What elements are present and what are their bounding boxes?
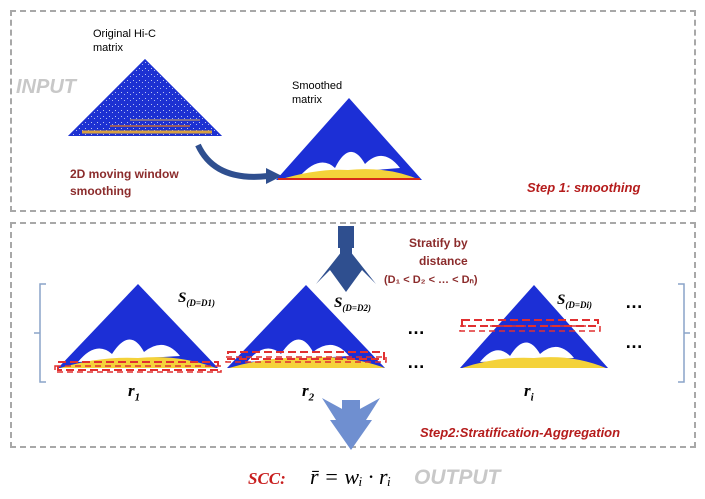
r1-label: r1 (128, 381, 141, 404)
left-bracket (39, 283, 46, 383)
ellipsis-middle: … (407, 318, 425, 338)
original-label-line1: Original Hi-C (93, 28, 156, 40)
step2-label: Step2:Stratification-Aggregation (420, 425, 621, 440)
stratify-arrow (316, 226, 376, 292)
step1-box (10, 10, 696, 212)
stratum-i-s-label: S(D=Di) (557, 292, 592, 310)
ellipsis-right-middle: … (625, 332, 643, 352)
smoothing-arrow (195, 143, 269, 180)
scc-formula: r̄ = wᵢ · rᵢ (310, 464, 392, 489)
r2-label: r2 (302, 381, 315, 404)
method-line2: smoothing (70, 184, 132, 198)
stratum-1-s-label: S(D=D1) (178, 290, 215, 308)
step1-label: Step 1: smoothing (527, 180, 641, 195)
smoothed-label-line1: Smoothed (292, 80, 343, 92)
stratify-line2: distance (419, 254, 468, 268)
stratum-i (459, 285, 608, 368)
original-hic-matrix (68, 59, 222, 136)
scc-label: SCC: (248, 469, 286, 488)
ellipsis-top-right: … (625, 292, 643, 312)
stratum-2 (225, 285, 387, 368)
stratify-line3: (D₁ < D₂ < … < Dₙ) (384, 274, 478, 286)
right-bracket (678, 283, 685, 383)
output-label: OUTPUT (414, 466, 501, 489)
aggregation-arrow (322, 398, 380, 450)
stratum-1 (54, 284, 222, 373)
method-line1: 2D moving window (70, 167, 179, 181)
ellipsis-bottom: … (407, 352, 425, 372)
input-label: INPUT (16, 76, 76, 98)
stratify-line1: Stratify by (409, 236, 468, 250)
ri-label: ri (524, 381, 534, 404)
original-label-line2: matrix (93, 42, 123, 54)
stratum-2-s-label: S(D=D2) (334, 295, 371, 313)
smoothed-matrix (276, 98, 422, 180)
smoothed-label-line2: matrix (292, 94, 322, 106)
